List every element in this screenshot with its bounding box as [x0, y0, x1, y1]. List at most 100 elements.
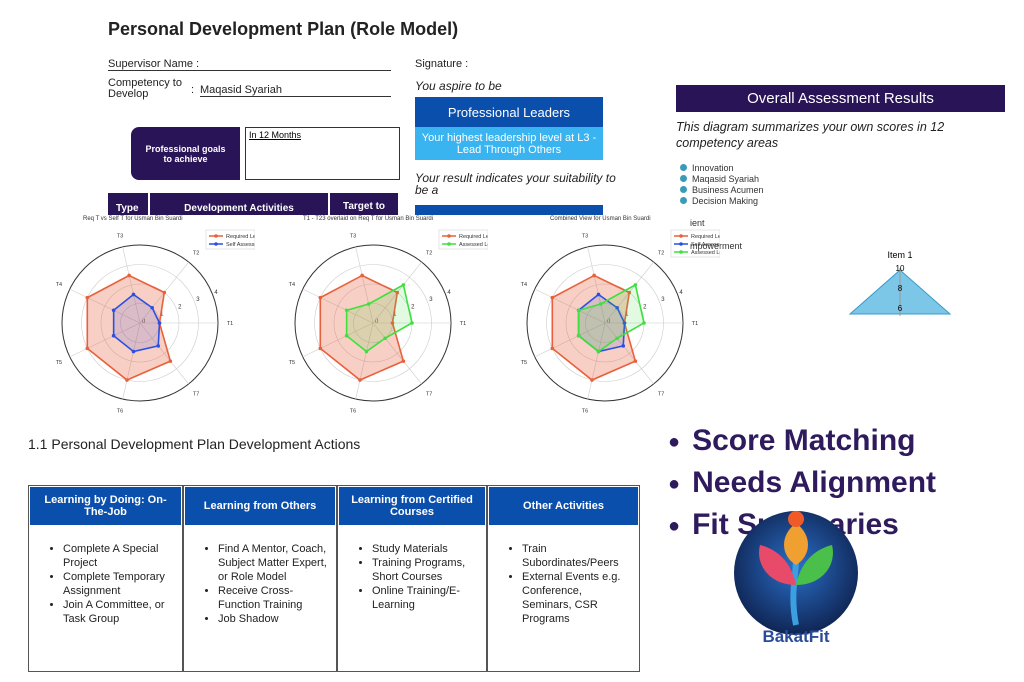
spoke [122, 322, 141, 400]
feature: ● Needs Alignment [668, 466, 936, 500]
legend-marker [447, 242, 451, 246]
axis-label: T3 [582, 233, 588, 239]
goals-label: Professional goals to achieve [131, 127, 240, 180]
legend-marker [679, 234, 683, 238]
axis-label: T1 [692, 321, 698, 327]
item-tick: 6 [898, 304, 903, 313]
actions-column: Learning from Others Find A Mentor, Coach… [183, 485, 337, 672]
axis-label: T5 [521, 360, 527, 366]
logo: BakatFit [734, 511, 858, 646]
spoke [302, 288, 374, 324]
axis-label: T6 [350, 409, 356, 415]
column-item: Training Programs, Short Courses [372, 556, 478, 584]
series-point [85, 346, 90, 351]
ring-label: 0 [607, 319, 611, 325]
column-list: Train Subordinates/PeersExternal Events … [488, 542, 639, 626]
series-point [633, 359, 638, 363]
feature-bullet: ● [668, 430, 681, 453]
spoke [355, 246, 374, 324]
series-point [615, 336, 619, 341]
axis-label: T5 [289, 360, 295, 366]
radar-chart: Req T vs Self T for Usman Bin Suardi 0 1 2 3… [56, 216, 255, 415]
column-list: Complete A Special ProjectComplete Tempo… [29, 542, 182, 626]
ring-label: 3 [661, 297, 665, 303]
column-list: Study MaterialsTraining Programs, Short … [338, 542, 486, 612]
column-item: Train Subordinates/Peers [522, 542, 631, 570]
series-point [344, 308, 349, 313]
actions-column: Other Activities Train Subordinates/Peers… [487, 485, 640, 672]
series-point [125, 378, 129, 382]
series-point [410, 321, 414, 325]
logo-stem [790, 559, 799, 626]
axis-label: T2 [426, 251, 432, 257]
ring-label: 2 [178, 304, 182, 310]
spoke [587, 246, 606, 324]
column-item: Complete Temporary Assignment [63, 570, 174, 598]
series-point [318, 295, 323, 300]
overall-item: Innovation [680, 162, 764, 173]
series-point [401, 359, 406, 363]
axis-label: T1 [227, 321, 233, 327]
item-label: Innovation [692, 162, 734, 173]
series-point [590, 378, 594, 382]
item-tick: 8 [898, 284, 903, 293]
series-point [633, 283, 638, 287]
spoke [587, 322, 606, 400]
item-chart: Item 1 10 8 6 [848, 250, 952, 316]
series-point [576, 333, 581, 338]
item-label: Decision Making [692, 195, 759, 206]
legend-label: Required Level [226, 234, 255, 240]
legend-label: Assessed Level [691, 250, 720, 256]
series-point [621, 344, 626, 348]
item-dot [680, 164, 687, 171]
column-list: Find A Mentor, Coach, Subject Matter Exp… [184, 542, 336, 626]
series-point [395, 290, 400, 295]
series-point [622, 321, 627, 325]
series-point [642, 321, 646, 325]
table-header: Development Activities [150, 193, 328, 215]
series-point [150, 305, 154, 310]
radar-chart: Combined View for Usman Bin Suardi 0 1 2 3 4 T… [521, 216, 720, 415]
axis-label: T7 [193, 391, 199, 397]
ring-label: 0 [142, 319, 146, 325]
series-point [168, 359, 173, 363]
axis-label: T3 [117, 233, 123, 239]
series-point [627, 290, 632, 295]
series-point [383, 336, 387, 341]
column-item: Receive Cross-Function Training [218, 584, 328, 612]
axis-label: T4 [521, 282, 527, 288]
series-point [550, 346, 555, 351]
legend-label: Required Level [691, 234, 720, 240]
logo-dot [788, 511, 804, 527]
series-point [157, 321, 162, 325]
feature-bullet: ● [668, 514, 681, 537]
legend-label: Assessed Level [459, 242, 488, 248]
logo-leaf [796, 545, 833, 585]
spoke [69, 288, 141, 324]
series-point [598, 302, 603, 306]
axis-label: T5 [56, 360, 62, 366]
series-area [86, 274, 172, 381]
column-header: Learning from Certified Courses [338, 486, 486, 526]
supervisor-label: Supervisor Name : [108, 58, 391, 71]
series-point [131, 349, 136, 354]
competency-value: Maqasid Syariah [200, 84, 391, 97]
overall-item: Decision Making [680, 195, 764, 206]
ring-label: 4 [679, 290, 683, 296]
spoke [534, 288, 606, 324]
actions-column: Learning from Certified Courses Study Mat… [337, 485, 487, 672]
legend-box [205, 229, 255, 250]
series-point [390, 321, 395, 325]
competency-label: Competency to Develop [108, 77, 182, 100]
colon: : [191, 84, 195, 96]
series-point [85, 295, 90, 300]
legend-label: Self Assessment [226, 242, 255, 248]
series-point [576, 308, 581, 313]
leader-sub: Your highest leadership level at L3 - Le… [415, 127, 603, 160]
legend-marker [214, 242, 218, 246]
column-item: Online Training/E-Learning [372, 584, 478, 612]
series-point [111, 333, 116, 338]
overall-description: This diagram summarizes your own scores … [676, 120, 945, 150]
spoke [122, 246, 141, 324]
